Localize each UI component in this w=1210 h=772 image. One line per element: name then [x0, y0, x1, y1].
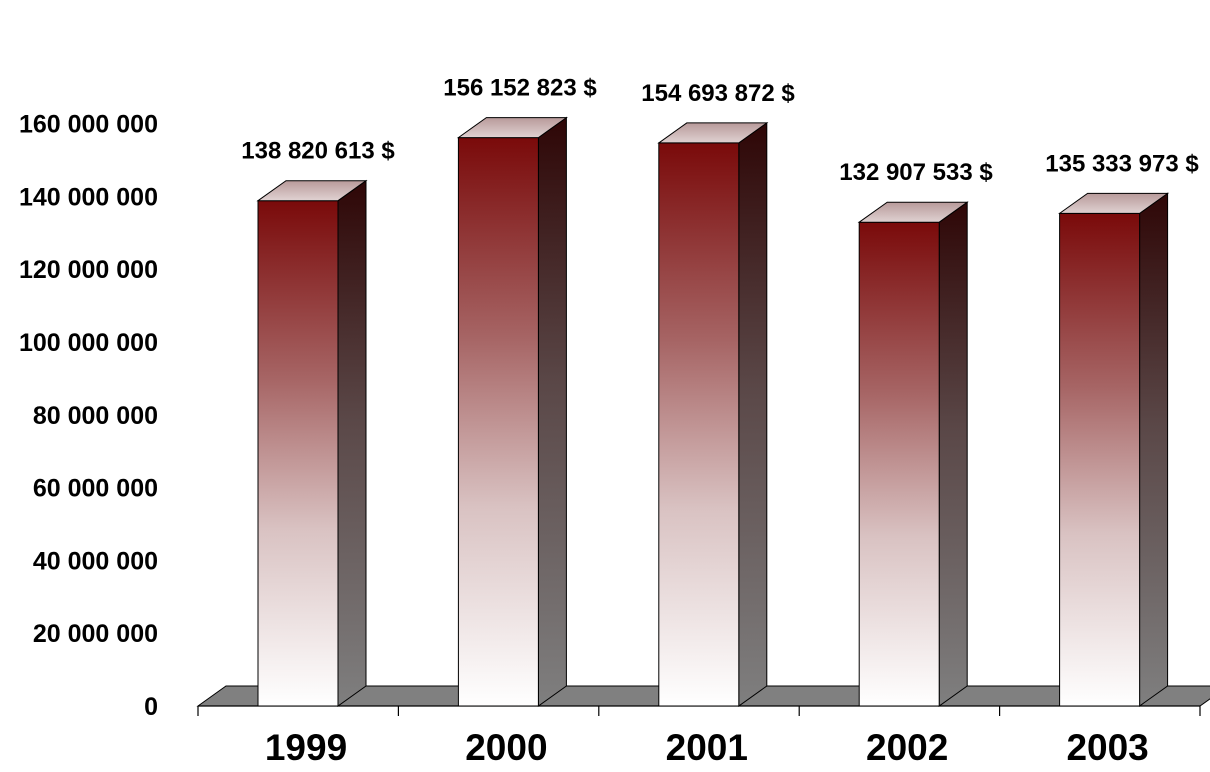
bar-2001 [657, 121, 769, 707]
x-tick-label: 2003 [1066, 727, 1148, 768]
y-tick-label: 120 000 000 [19, 256, 158, 284]
bars [256, 116, 1170, 707]
y-tick-label: 80 000 000 [33, 402, 158, 430]
bar-front-face [457, 137, 539, 707]
bar-2002 [857, 201, 969, 707]
bar-top-face [256, 180, 368, 202]
x-axis [197, 705, 1201, 716]
data-label: 154 693 872 $ [641, 80, 795, 107]
data-label: 135 333 973 $ [1045, 150, 1199, 177]
bar-side-face [537, 116, 567, 707]
bar-side-face [738, 121, 768, 707]
bar-top-face [857, 201, 969, 223]
bar-side-face [337, 179, 367, 707]
bar-top-face [1058, 192, 1170, 214]
bar-1999 [256, 179, 368, 707]
data-label: 132 907 533 $ [839, 159, 993, 186]
bar-front-face [658, 142, 740, 707]
bar-front-face [257, 200, 339, 707]
bar-top-face [456, 117, 568, 139]
data-label: 156 152 823 $ [443, 75, 597, 102]
bar-front-face [1059, 212, 1141, 707]
y-tick-label: 60 000 000 [33, 475, 158, 503]
x-tick-label: 2002 [866, 727, 948, 768]
bar-side-face [938, 201, 968, 707]
y-tick-label: 140 000 000 [19, 183, 158, 211]
y-tick-label: 160 000 000 [19, 111, 158, 139]
y-axis-tick-labels: 0 20 000 000 40 000 000 60 000 000 80 000 00… [19, 111, 158, 721]
data-label: 138 820 613 $ [241, 138, 395, 165]
data-labels: 138 820 613 $ 156 152 823 $ 154 693 872 $ 1… [241, 75, 1199, 187]
x-tick-label: 1999 [265, 727, 347, 768]
x-tick-label: 2000 [465, 727, 547, 768]
y-tick-label: 100 000 000 [19, 329, 158, 357]
bar-2003 [1058, 192, 1170, 707]
y-tick-label: 20 000 000 [33, 620, 158, 648]
bar-front-face [858, 221, 940, 707]
y-tick-label: 40 000 000 [33, 547, 158, 575]
bar-top-face [657, 122, 769, 144]
bar-side-face [1139, 192, 1169, 707]
y-tick-label: 0 [144, 693, 158, 721]
x-axis-tick-labels: 1999 2000 2001 2002 2003 [265, 727, 1149, 768]
x-tick-label: 2001 [666, 727, 748, 768]
bar-2000 [456, 116, 568, 707]
